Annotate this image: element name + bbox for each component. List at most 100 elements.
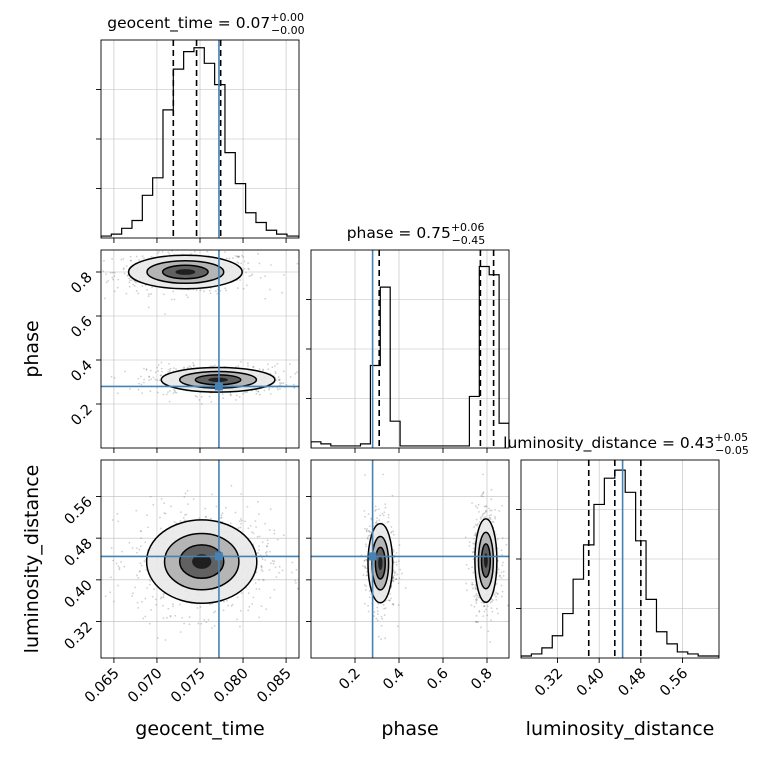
- sample-point: [377, 635, 380, 638]
- y-tick-label: 0.32: [62, 619, 96, 653]
- sample-point: [251, 603, 254, 605]
- y-tick-label: 0.8: [68, 270, 96, 298]
- sample-point: [148, 583, 151, 586]
- sample-point: [482, 473, 484, 476]
- sample-point: [475, 602, 478, 604]
- sample-point: [258, 578, 260, 581]
- sample-point: [249, 525, 252, 527]
- sample-point: [156, 366, 159, 369]
- sample-point: [368, 525, 371, 528]
- density-contour: [208, 377, 229, 382]
- sample-point: [149, 369, 152, 372]
- sample-point: [248, 605, 251, 608]
- sample-point: [140, 375, 142, 378]
- sample-point: [157, 250, 160, 253]
- sample-point: [475, 518, 478, 521]
- sample-point: [246, 505, 249, 508]
- sample-point: [214, 290, 217, 293]
- sample-point: [142, 381, 145, 384]
- sample-point: [254, 582, 257, 584]
- sample-point: [478, 521, 481, 523]
- sample-point: [383, 614, 386, 616]
- sample-point: [396, 573, 399, 576]
- sample-point: [196, 246, 198, 248]
- sample-point: [489, 518, 492, 521]
- sample-point: [261, 570, 264, 573]
- sample-point: [160, 374, 163, 377]
- sample-point: [122, 267, 125, 270]
- sample-point: [277, 378, 280, 381]
- sample-point: [247, 262, 250, 264]
- title-phase: phase = 0.75+0.06 −0.45: [347, 221, 486, 247]
- panel-luminosity-distance-vs-geocent-time: 0.065 0.070 0.075 0.080 0.085 0.32 0.40 0.48 0.5…: [62, 459, 300, 706]
- sample-point: [243, 260, 246, 263]
- sample-point: [116, 512, 119, 515]
- sample-point: [373, 615, 375, 617]
- sample-point: [495, 598, 498, 601]
- sample-point: [364, 589, 367, 591]
- sample-point: [392, 561, 395, 564]
- sample-point: [364, 565, 366, 568]
- truth-marker: [368, 552, 377, 561]
- sample-point: [392, 569, 395, 572]
- sample-point: [240, 262, 243, 265]
- sample-point: [365, 529, 368, 532]
- sample-point: [480, 626, 482, 629]
- sample-point: [260, 569, 263, 571]
- sample-point: [140, 545, 142, 548]
- sample-point: [131, 592, 134, 595]
- sample-point: [363, 584, 366, 587]
- sample-point: [258, 535, 261, 538]
- sample-point: [200, 396, 203, 398]
- sample-point: [488, 514, 491, 517]
- sample-point: [240, 522, 242, 525]
- sample-point: [184, 519, 186, 522]
- sample-point: [238, 396, 241, 398]
- sample-point: [258, 616, 261, 619]
- sample-point: [192, 365, 195, 367]
- sample-point: [159, 374, 162, 377]
- sample-point: [505, 543, 508, 546]
- sample-point: [375, 617, 378, 620]
- sample-point: [496, 607, 498, 610]
- sample-point: [483, 511, 486, 514]
- sample-point: [231, 603, 234, 606]
- sample-point: [392, 580, 395, 583]
- sample-point: [215, 505, 218, 508]
- sample-point: [192, 362, 195, 364]
- sample-point: [283, 273, 285, 276]
- sample-point: [128, 281, 131, 284]
- y-tick-label: 0.40: [62, 577, 96, 611]
- sample-point: [267, 542, 269, 545]
- sample-point: [150, 255, 153, 258]
- sample-point: [478, 611, 481, 613]
- sample-point: [138, 382, 140, 385]
- sample-point: [375, 508, 378, 511]
- samples: [102, 246, 299, 405]
- sample-point: [263, 389, 266, 392]
- sample-point: [167, 607, 170, 610]
- sample-point: [156, 379, 159, 382]
- sample-point: [138, 570, 141, 573]
- sample-point: [195, 289, 198, 292]
- sample-point: [159, 516, 161, 519]
- sample-point: [132, 283, 135, 286]
- sample-point: [390, 531, 393, 534]
- sample-point: [148, 379, 150, 382]
- sample-point: [258, 545, 260, 548]
- sample-point: [471, 583, 473, 586]
- sample-point: [482, 615, 485, 618]
- sample-point: [173, 389, 175, 391]
- truth-marker: [214, 382, 223, 391]
- sample-point: [473, 605, 476, 608]
- sample-point: [383, 511, 386, 514]
- sample-point: [134, 586, 136, 589]
- samples: [360, 473, 509, 643]
- sample-point: [257, 390, 260, 393]
- sample-point: [145, 368, 148, 371]
- sample-point: [254, 520, 257, 522]
- sample-point: [498, 575, 501, 577]
- sample-point: [115, 562, 118, 565]
- sample-point: [476, 524, 478, 527]
- sample-point: [270, 264, 272, 266]
